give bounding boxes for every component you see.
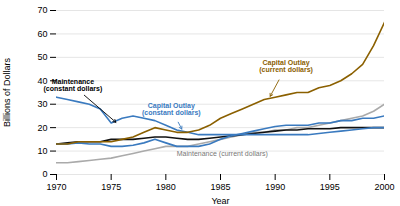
svg-text:50: 50 — [37, 52, 47, 62]
svg-text:Year: Year — [211, 196, 229, 206]
svg-text:Maintenance(constant dollars): Maintenance(constant dollars) — [44, 78, 103, 93]
svg-text:1985: 1985 — [210, 182, 230, 192]
svg-text:Capital Outlay(current dollars: Capital Outlay(current dollars) — [259, 59, 313, 74]
svg-text:Maintenance (current dollars): Maintenance (current dollars) — [177, 150, 268, 158]
svg-text:10: 10 — [37, 146, 47, 156]
svg-text:1975: 1975 — [101, 182, 121, 192]
svg-text:70: 70 — [37, 5, 47, 15]
svg-text:2000: 2000 — [374, 182, 394, 192]
svg-text:30: 30 — [37, 99, 47, 109]
svg-text:20: 20 — [37, 123, 47, 133]
svg-text:1995: 1995 — [320, 182, 340, 192]
svg-text:Capital Outlay(constant dollar: Capital Outlay(constant dollars) — [142, 102, 201, 117]
svg-text:0: 0 — [42, 169, 47, 179]
svg-text:60: 60 — [37, 29, 47, 39]
svg-text:1990: 1990 — [265, 182, 285, 192]
svg-text:40: 40 — [37, 76, 47, 86]
svg-text:1980: 1980 — [156, 182, 176, 192]
svg-text:Billions of Dollars: Billions of Dollars — [2, 57, 12, 127]
svg-text:1970: 1970 — [46, 182, 66, 192]
